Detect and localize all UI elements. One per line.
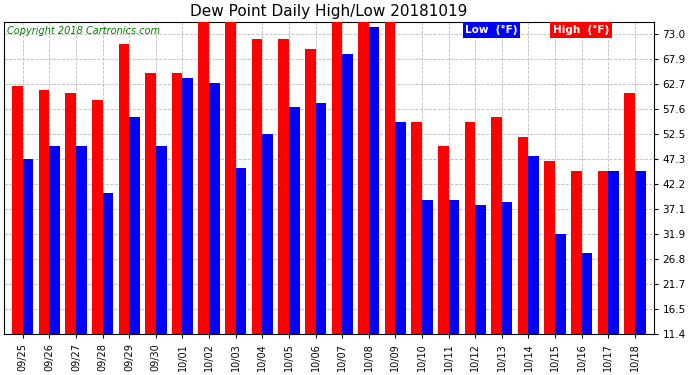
Bar (262, 134, 273, 334)
Bar (342, 54, 353, 334)
Bar (448, 200, 460, 334)
Bar (182, 78, 193, 334)
Bar (411, 122, 422, 334)
Bar (368, 27, 380, 334)
Text: Copyright 2018 Cartronics.com: Copyright 2018 Cartronics.com (8, 26, 160, 36)
Bar (464, 122, 475, 334)
Text: High  (°F): High (°F) (553, 25, 609, 35)
Bar (385, 0, 395, 334)
Bar (305, 49, 315, 334)
Bar (491, 117, 502, 334)
Bar (23, 159, 33, 334)
Bar (172, 74, 182, 334)
Bar (50, 146, 60, 334)
Bar (103, 193, 113, 334)
Bar (582, 254, 592, 334)
Bar (209, 83, 219, 334)
Bar (571, 171, 582, 334)
Bar (129, 117, 140, 334)
Bar (395, 122, 406, 334)
Bar (66, 93, 76, 334)
Bar (609, 171, 619, 334)
Bar (529, 156, 539, 334)
Bar (422, 200, 433, 334)
Bar (555, 234, 566, 334)
Bar (635, 171, 646, 334)
Title: Dew Point Daily High/Low 20181019: Dew Point Daily High/Low 20181019 (190, 4, 468, 19)
Bar (39, 90, 50, 334)
Bar (475, 205, 486, 334)
Bar (12, 86, 23, 334)
Bar (199, 0, 209, 334)
Bar (236, 168, 246, 334)
Bar (225, 0, 236, 334)
Bar (331, 0, 342, 334)
Bar (502, 202, 513, 334)
Bar (76, 146, 87, 334)
Bar (438, 146, 449, 334)
Bar (598, 171, 609, 334)
Bar (278, 39, 289, 334)
Bar (119, 44, 129, 334)
Bar (315, 102, 326, 334)
Bar (156, 146, 166, 334)
Text: Low  (°F): Low (°F) (465, 25, 518, 35)
Bar (252, 39, 262, 334)
Bar (518, 136, 529, 334)
Bar (289, 107, 299, 334)
Bar (544, 161, 555, 334)
Bar (358, 0, 368, 334)
Bar (92, 100, 103, 334)
Bar (624, 93, 635, 334)
Bar (145, 74, 156, 334)
